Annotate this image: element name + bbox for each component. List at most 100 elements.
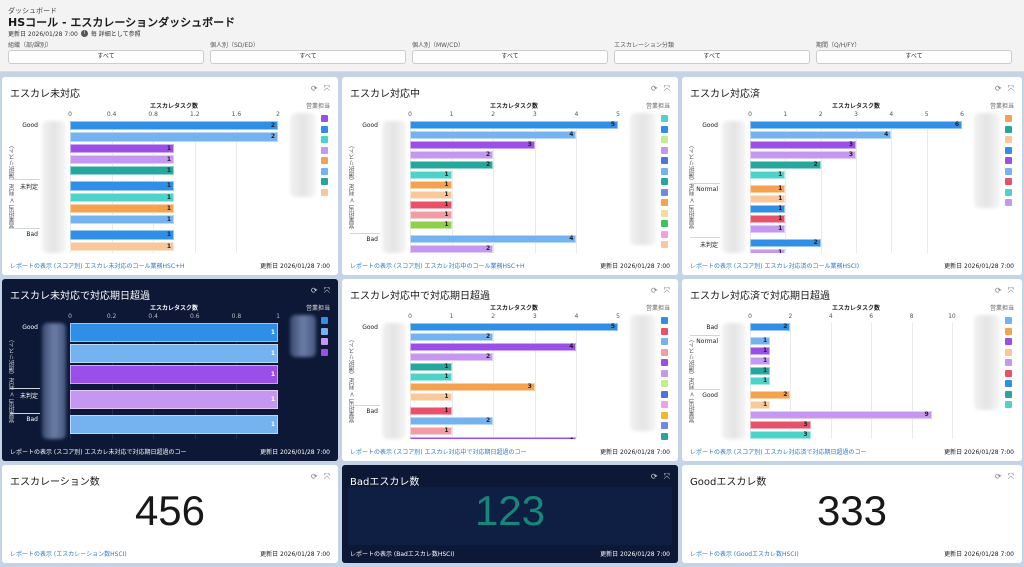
expand-icon[interactable]: ⤧ (1007, 84, 1014, 93)
legend-swatch[interactable] (661, 327, 668, 335)
refresh-icon[interactable]: ⟳ (650, 472, 658, 481)
bar[interactable]: 1 (750, 367, 771, 375)
expand-icon[interactable]: ⤧ (663, 286, 670, 295)
bar[interactable]: 1 (410, 171, 452, 179)
bar[interactable]: 1 (750, 357, 771, 365)
bar[interactable]: 1 (70, 323, 278, 342)
legend-swatch[interactable] (661, 348, 668, 356)
bar[interactable]: 1 (70, 166, 174, 176)
bar[interactable]: 4 (410, 235, 577, 243)
legend-swatch[interactable] (1005, 390, 1012, 398)
legend-swatch[interactable] (661, 136, 668, 143)
legend-swatch[interactable] (1005, 380, 1012, 387)
bar[interactable]: 4 (750, 131, 892, 139)
legend-swatch[interactable] (661, 230, 668, 238)
bar[interactable]: 3 (750, 421, 811, 429)
expand-icon[interactable]: ⤧ (663, 472, 670, 481)
bar[interactable]: 1 (70, 390, 278, 409)
expand-icon[interactable]: ⤧ (323, 84, 330, 93)
legend-swatch[interactable] (661, 125, 668, 133)
filter-select[interactable]: すべて (210, 50, 406, 64)
legend-swatch[interactable] (321, 136, 328, 143)
bar[interactable]: 1 (750, 401, 771, 409)
legend-swatch[interactable] (1005, 136, 1012, 143)
bar[interactable]: 1 (750, 215, 786, 223)
bar[interactable]: 1 (70, 215, 174, 225)
legend-swatch[interactable] (1005, 359, 1012, 366)
bar[interactable]: 1 (750, 337, 771, 345)
legend-swatch[interactable] (321, 317, 328, 324)
legend-swatch[interactable] (661, 401, 668, 408)
bar[interactable]: 1 (70, 181, 174, 191)
legend-swatch[interactable] (1005, 199, 1012, 206)
bar[interactable]: 1 (750, 185, 786, 193)
bar[interactable]: 1 (410, 407, 452, 415)
bar[interactable]: 1 (70, 241, 174, 251)
bar[interactable]: 9 (750, 411, 932, 419)
bar[interactable]: 2 (70, 132, 278, 142)
bar[interactable]: 1 (750, 171, 786, 179)
bar[interactable]: 1 (410, 181, 452, 189)
bar[interactable]: 1 (750, 205, 786, 213)
legend-swatch[interactable] (661, 317, 668, 324)
bar[interactable]: 1 (750, 249, 786, 253)
legend-swatch[interactable] (661, 380, 668, 387)
bar[interactable]: 3 (750, 141, 856, 149)
legend-swatch[interactable] (661, 199, 668, 206)
legend-swatch[interactable] (661, 157, 668, 164)
refresh-icon[interactable]: ⟳ (650, 84, 658, 93)
legend-swatch[interactable] (1005, 369, 1012, 377)
filter-select[interactable]: すべて (8, 50, 204, 64)
bar[interactable]: 4 (410, 131, 577, 139)
bar[interactable]: 1 (410, 211, 452, 219)
bar[interactable]: 2 (750, 239, 821, 247)
legend-swatch[interactable] (661, 338, 668, 345)
legend-swatch[interactable] (661, 390, 668, 398)
bar[interactable]: 2 (750, 323, 791, 331)
bar[interactable]: 1 (410, 221, 452, 229)
filter-select[interactable]: すべて (412, 50, 608, 64)
legend-swatch[interactable] (661, 369, 668, 377)
legend-swatch[interactable] (661, 422, 668, 429)
expand-icon[interactable]: ⤧ (1007, 286, 1014, 295)
legend-swatch[interactable] (1005, 338, 1012, 345)
refresh-icon[interactable]: ⟳ (994, 472, 1002, 481)
bar[interactable]: 1 (70, 203, 174, 214)
bar[interactable]: 1 (750, 347, 771, 355)
bar[interactable]: 2 (750, 391, 791, 399)
view-report-link[interactable]: レポートの表示 (スコア別) エスカレ対応済で対応期日超過のコー (690, 449, 867, 456)
legend-swatch[interactable] (1005, 125, 1012, 133)
bar[interactable]: 1 (70, 154, 174, 165)
bar[interactable]: 2 (410, 417, 494, 425)
legend-swatch[interactable] (661, 241, 668, 248)
expand-icon[interactable]: ⤧ (323, 472, 330, 481)
legend-swatch[interactable] (321, 178, 328, 185)
info-icon[interactable]: i (80, 30, 88, 37)
view-report-link[interactable]: レポートの表示 (スコア別) エスカレ対応済のコール業務HSCI) (690, 263, 860, 270)
view-report-link[interactable]: レポートの表示 (Goodエスカレ数HSCI) (690, 551, 799, 558)
expand-icon[interactable]: ⤧ (663, 84, 670, 93)
bar[interactable]: 3 (750, 431, 811, 439)
legend-swatch[interactable] (321, 348, 328, 356)
bar[interactable]: 1 (410, 427, 452, 435)
bar[interactable]: 1 (410, 363, 452, 371)
refresh-icon[interactable]: ⟳ (310, 472, 318, 481)
legend-swatch[interactable] (1005, 327, 1012, 335)
legend-swatch[interactable] (1005, 317, 1012, 324)
legend-swatch[interactable] (321, 115, 328, 122)
legend-swatch[interactable] (321, 157, 328, 164)
legend-swatch[interactable] (321, 125, 328, 133)
legend-swatch[interactable] (1005, 146, 1012, 154)
bar[interactable]: 5 (410, 323, 618, 331)
legend-swatch[interactable] (661, 432, 668, 440)
bar[interactable]: 2 (410, 161, 494, 169)
bar[interactable]: 1 (70, 415, 278, 434)
bar[interactable]: 4 (410, 437, 577, 439)
expand-icon[interactable]: ⤧ (323, 286, 330, 295)
refresh-icon[interactable]: ⟳ (310, 286, 318, 295)
bar[interactable]: 3 (750, 151, 856, 159)
bar[interactable]: 1 (70, 192, 174, 202)
legend-swatch[interactable] (1005, 167, 1012, 175)
legend-swatch[interactable] (661, 167, 668, 175)
refresh-icon[interactable]: ⟳ (310, 84, 318, 93)
